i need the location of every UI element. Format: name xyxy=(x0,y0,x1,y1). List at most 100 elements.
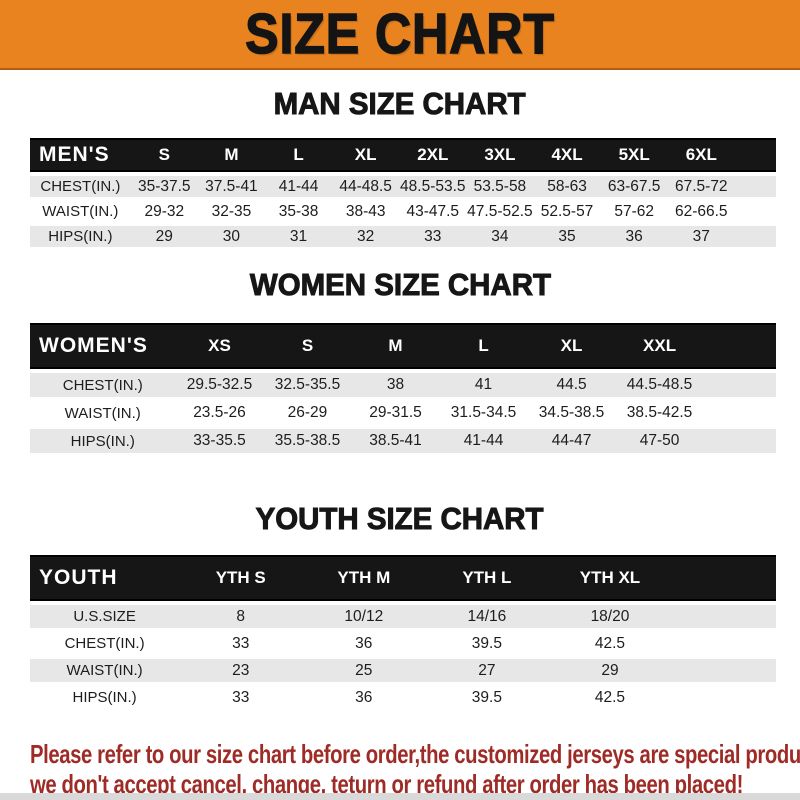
women-section-heading-text: WOMEN SIZE CHART xyxy=(249,267,551,303)
size-value-cell: 29 xyxy=(130,226,198,247)
size-value-cell: 63-67.5 xyxy=(600,176,668,197)
page-title: SIZE CHART xyxy=(244,1,555,67)
youth-table-label: YOUTH xyxy=(30,555,180,601)
size-column-header: 3XL xyxy=(466,138,534,172)
size-value-cell: 34.5-38.5 xyxy=(527,401,616,425)
size-value-cell: 36 xyxy=(302,632,426,655)
row-filler xyxy=(734,176,776,197)
size-value-cell: 58-63 xyxy=(533,176,601,197)
women-section-heading: WOMEN SIZE CHART xyxy=(0,267,800,303)
size-value-cell: 41 xyxy=(439,373,528,397)
size-value-cell: 34 xyxy=(466,226,534,247)
table-row: CHEST(IN.) 35-37.5 37.5-41 41-44 44-48.5 48.5… xyxy=(30,176,776,197)
size-column-header: YTH XL xyxy=(548,555,672,601)
size-value-cell: 37 xyxy=(667,226,735,247)
row-filler xyxy=(703,429,776,453)
size-value-cell: 43-47.5 xyxy=(399,201,467,222)
size-value-cell: 39.5 xyxy=(425,632,549,655)
size-value-cell: 36 xyxy=(302,686,426,709)
size-column-header: 2XL xyxy=(399,138,467,172)
row-label: CHEST(IN.) xyxy=(30,632,180,655)
size-value-cell: 23 xyxy=(179,659,303,682)
youth-section-heading: YOUTH SIZE CHART xyxy=(0,501,800,537)
size-value-cell: 48.5-53.5 xyxy=(399,176,467,197)
size-value-cell: 32-35 xyxy=(197,201,265,222)
size-column-header: XXL xyxy=(615,323,704,369)
size-value-cell: 29-32 xyxy=(130,201,198,222)
row-filler xyxy=(703,373,776,397)
size-value-cell: 53.5-58 xyxy=(466,176,534,197)
size-value-cell: 29-31.5 xyxy=(351,401,440,425)
size-value-cell: 35.5-38.5 xyxy=(263,429,352,453)
size-value-cell: 36 xyxy=(600,226,668,247)
size-value-cell: 18/20 xyxy=(548,605,672,628)
table-row: U.S.SIZE 8 10/12 14/16 18/20 xyxy=(30,605,776,628)
size-value-cell: 67.5-72 xyxy=(667,176,735,197)
women-table-label: WOMEN'S xyxy=(30,323,176,369)
size-column-header: M xyxy=(351,323,440,369)
size-value-cell: 35 xyxy=(533,226,601,247)
row-label: HIPS(IN.) xyxy=(30,226,131,247)
size-value-cell: 42.5 xyxy=(548,686,672,709)
size-column-header: XL xyxy=(332,138,400,172)
size-value-cell: 38.5-41 xyxy=(351,429,440,453)
size-value-cell: 35-38 xyxy=(264,201,333,222)
row-label: HIPS(IN.) xyxy=(30,429,176,453)
size-value-cell: 33-35.5 xyxy=(175,429,264,453)
table-row: HIPS(IN.) 33-35.5 35.5-38.5 38.5-41 41-44 44-… xyxy=(30,429,776,453)
row-filler xyxy=(671,632,776,655)
size-value-cell: 44.5-48.5 xyxy=(615,373,704,397)
row-filler xyxy=(671,605,776,628)
size-value-cell: 26-29 xyxy=(263,401,352,425)
size-value-cell: 30 xyxy=(197,226,265,247)
size-column-header: S xyxy=(263,323,352,369)
youth-section-heading-text: YOUTH SIZE CHART xyxy=(256,501,545,537)
size-column-header: 6XL xyxy=(667,138,735,172)
table-row: WAIST(IN.) 23.5-26 26-29 29-31.5 31.5-34.5 34… xyxy=(30,401,776,425)
women-header-row: WOMEN'S XS S M L XL XXL xyxy=(30,323,776,369)
row-filler xyxy=(734,201,776,222)
table-row: HIPS(IN.) 33 36 39.5 42.5 xyxy=(30,686,776,709)
row-label: WAIST(IN.) xyxy=(30,659,180,682)
size-column-header: S xyxy=(130,138,198,172)
size-column-header: YTH M xyxy=(302,555,426,601)
men-section-heading-text: MAN SIZE CHART xyxy=(274,86,527,122)
size-column-header: M xyxy=(197,138,265,172)
header-filler xyxy=(703,323,776,369)
size-value-cell: 42.5 xyxy=(548,632,672,655)
size-value-cell: 38.5-42.5 xyxy=(615,401,704,425)
size-value-cell: 33 xyxy=(179,686,303,709)
table-row: WAIST(IN.) 23 25 27 29 xyxy=(30,659,776,682)
size-value-cell: 38 xyxy=(351,373,440,397)
row-filler xyxy=(734,226,776,247)
size-value-cell: 47-50 xyxy=(615,429,704,453)
bottom-strip xyxy=(0,793,800,800)
size-value-cell: 44-48.5 xyxy=(332,176,400,197)
size-value-cell: 62-66.5 xyxy=(667,201,735,222)
size-column-header: L xyxy=(439,323,528,369)
size-value-cell: 10/12 xyxy=(302,605,426,628)
row-label: HIPS(IN.) xyxy=(30,686,180,709)
size-value-cell: 41-44 xyxy=(439,429,528,453)
size-value-cell: 47.5-52.5 xyxy=(466,201,534,222)
size-column-header: L xyxy=(264,138,333,172)
row-filler xyxy=(671,686,776,709)
size-column-header: XS xyxy=(175,323,264,369)
table-row: CHEST(IN.) 33 36 39.5 42.5 xyxy=(30,632,776,655)
men-size-table: MEN'S S M L XL 2XL 3XL 4XL 5XL 6XL CHEST(IN.) 35-37… xyxy=(30,134,776,251)
size-value-cell: 41-44 xyxy=(264,176,333,197)
size-value-cell: 44.5 xyxy=(527,373,616,397)
row-label: CHEST(IN.) xyxy=(30,373,176,397)
size-column-header: XL xyxy=(527,323,616,369)
size-value-cell: 35-37.5 xyxy=(130,176,198,197)
size-value-cell: 29.5-32.5 xyxy=(175,373,264,397)
disclaimer-line-1: Please refer to our size chart before or… xyxy=(30,739,800,769)
header-filler xyxy=(734,138,776,172)
size-column-header: YTH S xyxy=(179,555,303,601)
size-value-cell: 32 xyxy=(332,226,400,247)
header-filler xyxy=(671,555,776,601)
size-column-header: 4XL xyxy=(533,138,601,172)
row-label: CHEST(IN.) xyxy=(30,176,131,197)
youth-header-row: YOUTH YTH S YTH M YTH L YTH XL xyxy=(30,555,776,601)
table-row: WAIST(IN.) 29-32 32-35 35-38 38-43 43-47.5 47.… xyxy=(30,201,776,222)
